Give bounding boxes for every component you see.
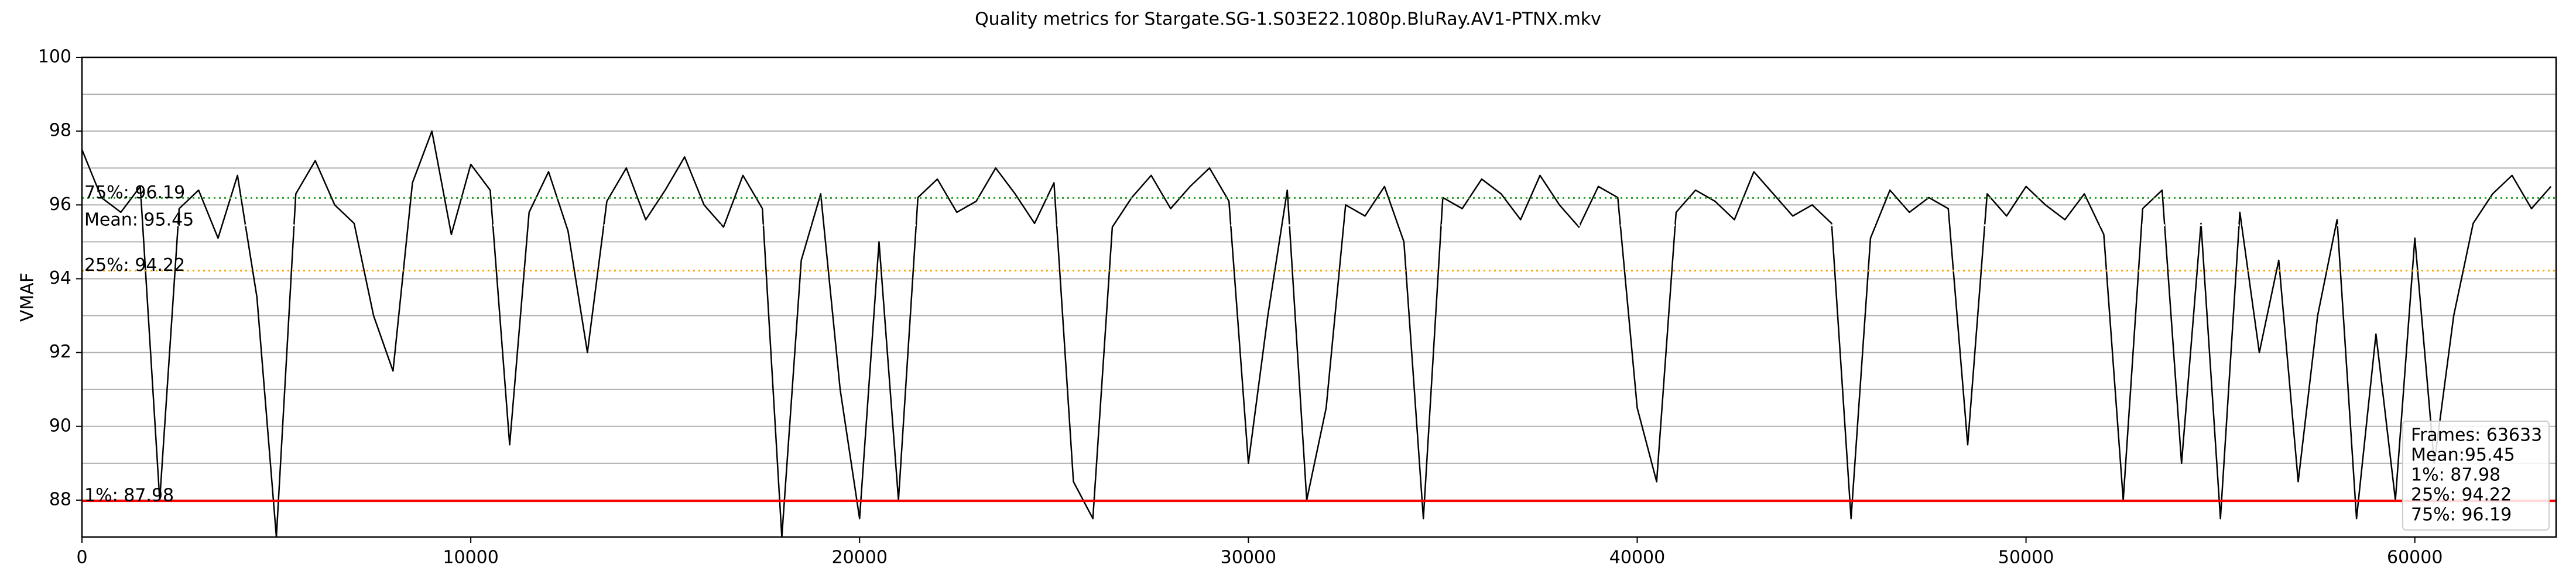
vmaf-line: [82, 130, 2552, 537]
x-tick-label: 10000: [443, 548, 498, 568]
plot-frame: [81, 56, 2557, 538]
y-axis-label: VMAF: [18, 273, 38, 322]
y-tick-label: 100: [38, 47, 71, 67]
axes: 88 90 92 94 96 98 100 0 10000 20000 30000 40000 5000…: [38, 47, 2557, 568]
y-tick-label: 94: [49, 268, 71, 288]
stats-box: [2402, 421, 2550, 531]
stats-line: Frames: 63633: [2411, 425, 2542, 446]
x-tick-label: 30000: [1221, 548, 1276, 568]
x-tick-label: 60000: [2387, 548, 2443, 568]
grid: [82, 57, 2556, 538]
reference-label: 1%: 87.98: [84, 486, 174, 506]
y-tick-label: 90: [49, 415, 71, 436]
x-tick-label: 0: [76, 548, 87, 568]
chart-title: Quality metrics for Stargate.SG-1.S03E22…: [975, 9, 1601, 30]
stats-line: 75%: 96.19: [2411, 505, 2512, 525]
y-tick-label: 96: [49, 194, 71, 215]
y-tick-label: 88: [49, 489, 71, 510]
reference-label: 75%: 96.19: [84, 183, 185, 203]
stats-line: Mean:95.45: [2411, 445, 2515, 466]
stats-line: 1%: 87.98: [2411, 465, 2500, 486]
reference-label: Mean: 95.45: [84, 210, 194, 230]
x-tick-label: 50000: [1998, 548, 2054, 568]
x-tick-label: 40000: [1609, 548, 1665, 568]
x-tick-label: 20000: [832, 548, 888, 568]
y-tick-label: 92: [49, 342, 71, 362]
stats-line: 25%: 94.22: [2411, 485, 2512, 505]
y-tick-label: 98: [49, 121, 71, 141]
reference-label: 25%: 94.22: [84, 255, 185, 276]
